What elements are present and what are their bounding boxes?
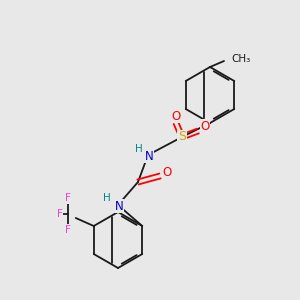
Text: N: N — [115, 200, 123, 212]
Text: H: H — [103, 193, 111, 203]
Text: S: S — [178, 130, 186, 143]
Text: O: O — [171, 110, 181, 122]
Text: F: F — [65, 193, 71, 203]
Text: O: O — [162, 166, 172, 178]
Text: O: O — [200, 119, 210, 133]
Text: F: F — [65, 225, 71, 235]
Text: N: N — [145, 149, 153, 163]
Text: CH₃: CH₃ — [231, 54, 250, 64]
Text: F: F — [57, 209, 63, 219]
Text: H: H — [135, 144, 143, 154]
